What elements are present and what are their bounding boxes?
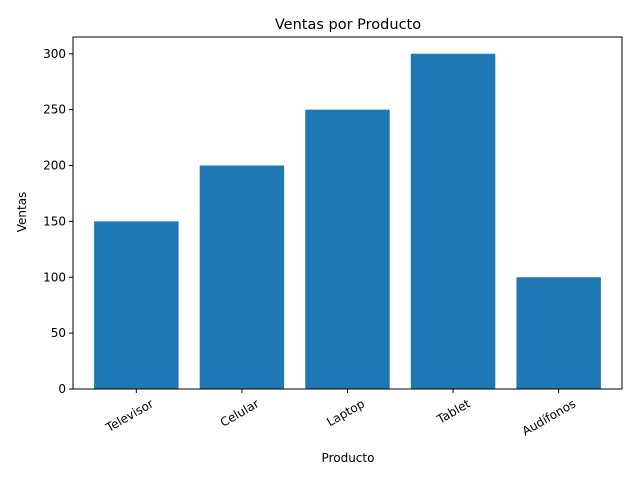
y-axis-label: Ventas — [15, 192, 29, 233]
x-tick-label: Laptop — [324, 396, 367, 429]
x-tick-label: Audífonos — [520, 396, 579, 438]
bar-laptop — [305, 109, 390, 389]
y-tick-label: 150 — [43, 214, 66, 228]
bar-celular — [199, 165, 285, 389]
y-tick-label: 200 — [43, 159, 66, 173]
y-tick-label: 0 — [58, 382, 66, 396]
y-tick-label: 50 — [51, 326, 66, 340]
chart-title: Ventas por Producto — [275, 17, 421, 33]
y-tick-label: 100 — [43, 270, 66, 284]
y-tick-label: 250 — [43, 103, 66, 117]
bar-tablet — [410, 53, 496, 390]
x-tick-label: Televisor — [103, 396, 156, 435]
x-axis-label: Producto — [322, 451, 375, 465]
x-tick-label: Tablet — [434, 396, 473, 427]
y-tick-label: 300 — [43, 47, 66, 61]
bar-televisor — [94, 221, 179, 389]
bars-group — [94, 53, 601, 390]
x-tick-label: Celular — [218, 396, 262, 429]
bar-audífonos — [516, 277, 601, 389]
